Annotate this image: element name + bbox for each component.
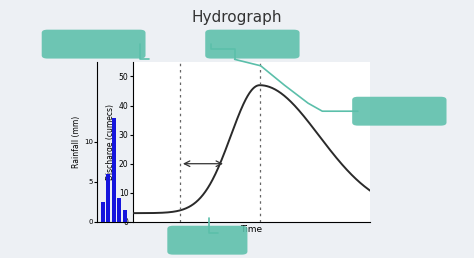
Y-axis label: Discharge (cumecs): Discharge (cumecs) (106, 104, 115, 180)
Bar (106, 174, 110, 222)
Bar (100, 202, 105, 222)
Bar (112, 118, 116, 222)
Bar (123, 210, 127, 222)
Y-axis label: Rainfall (mm): Rainfall (mm) (72, 116, 81, 168)
Bar (117, 198, 121, 222)
Text: Hydrograph: Hydrograph (192, 10, 282, 25)
X-axis label: Time: Time (240, 225, 262, 234)
